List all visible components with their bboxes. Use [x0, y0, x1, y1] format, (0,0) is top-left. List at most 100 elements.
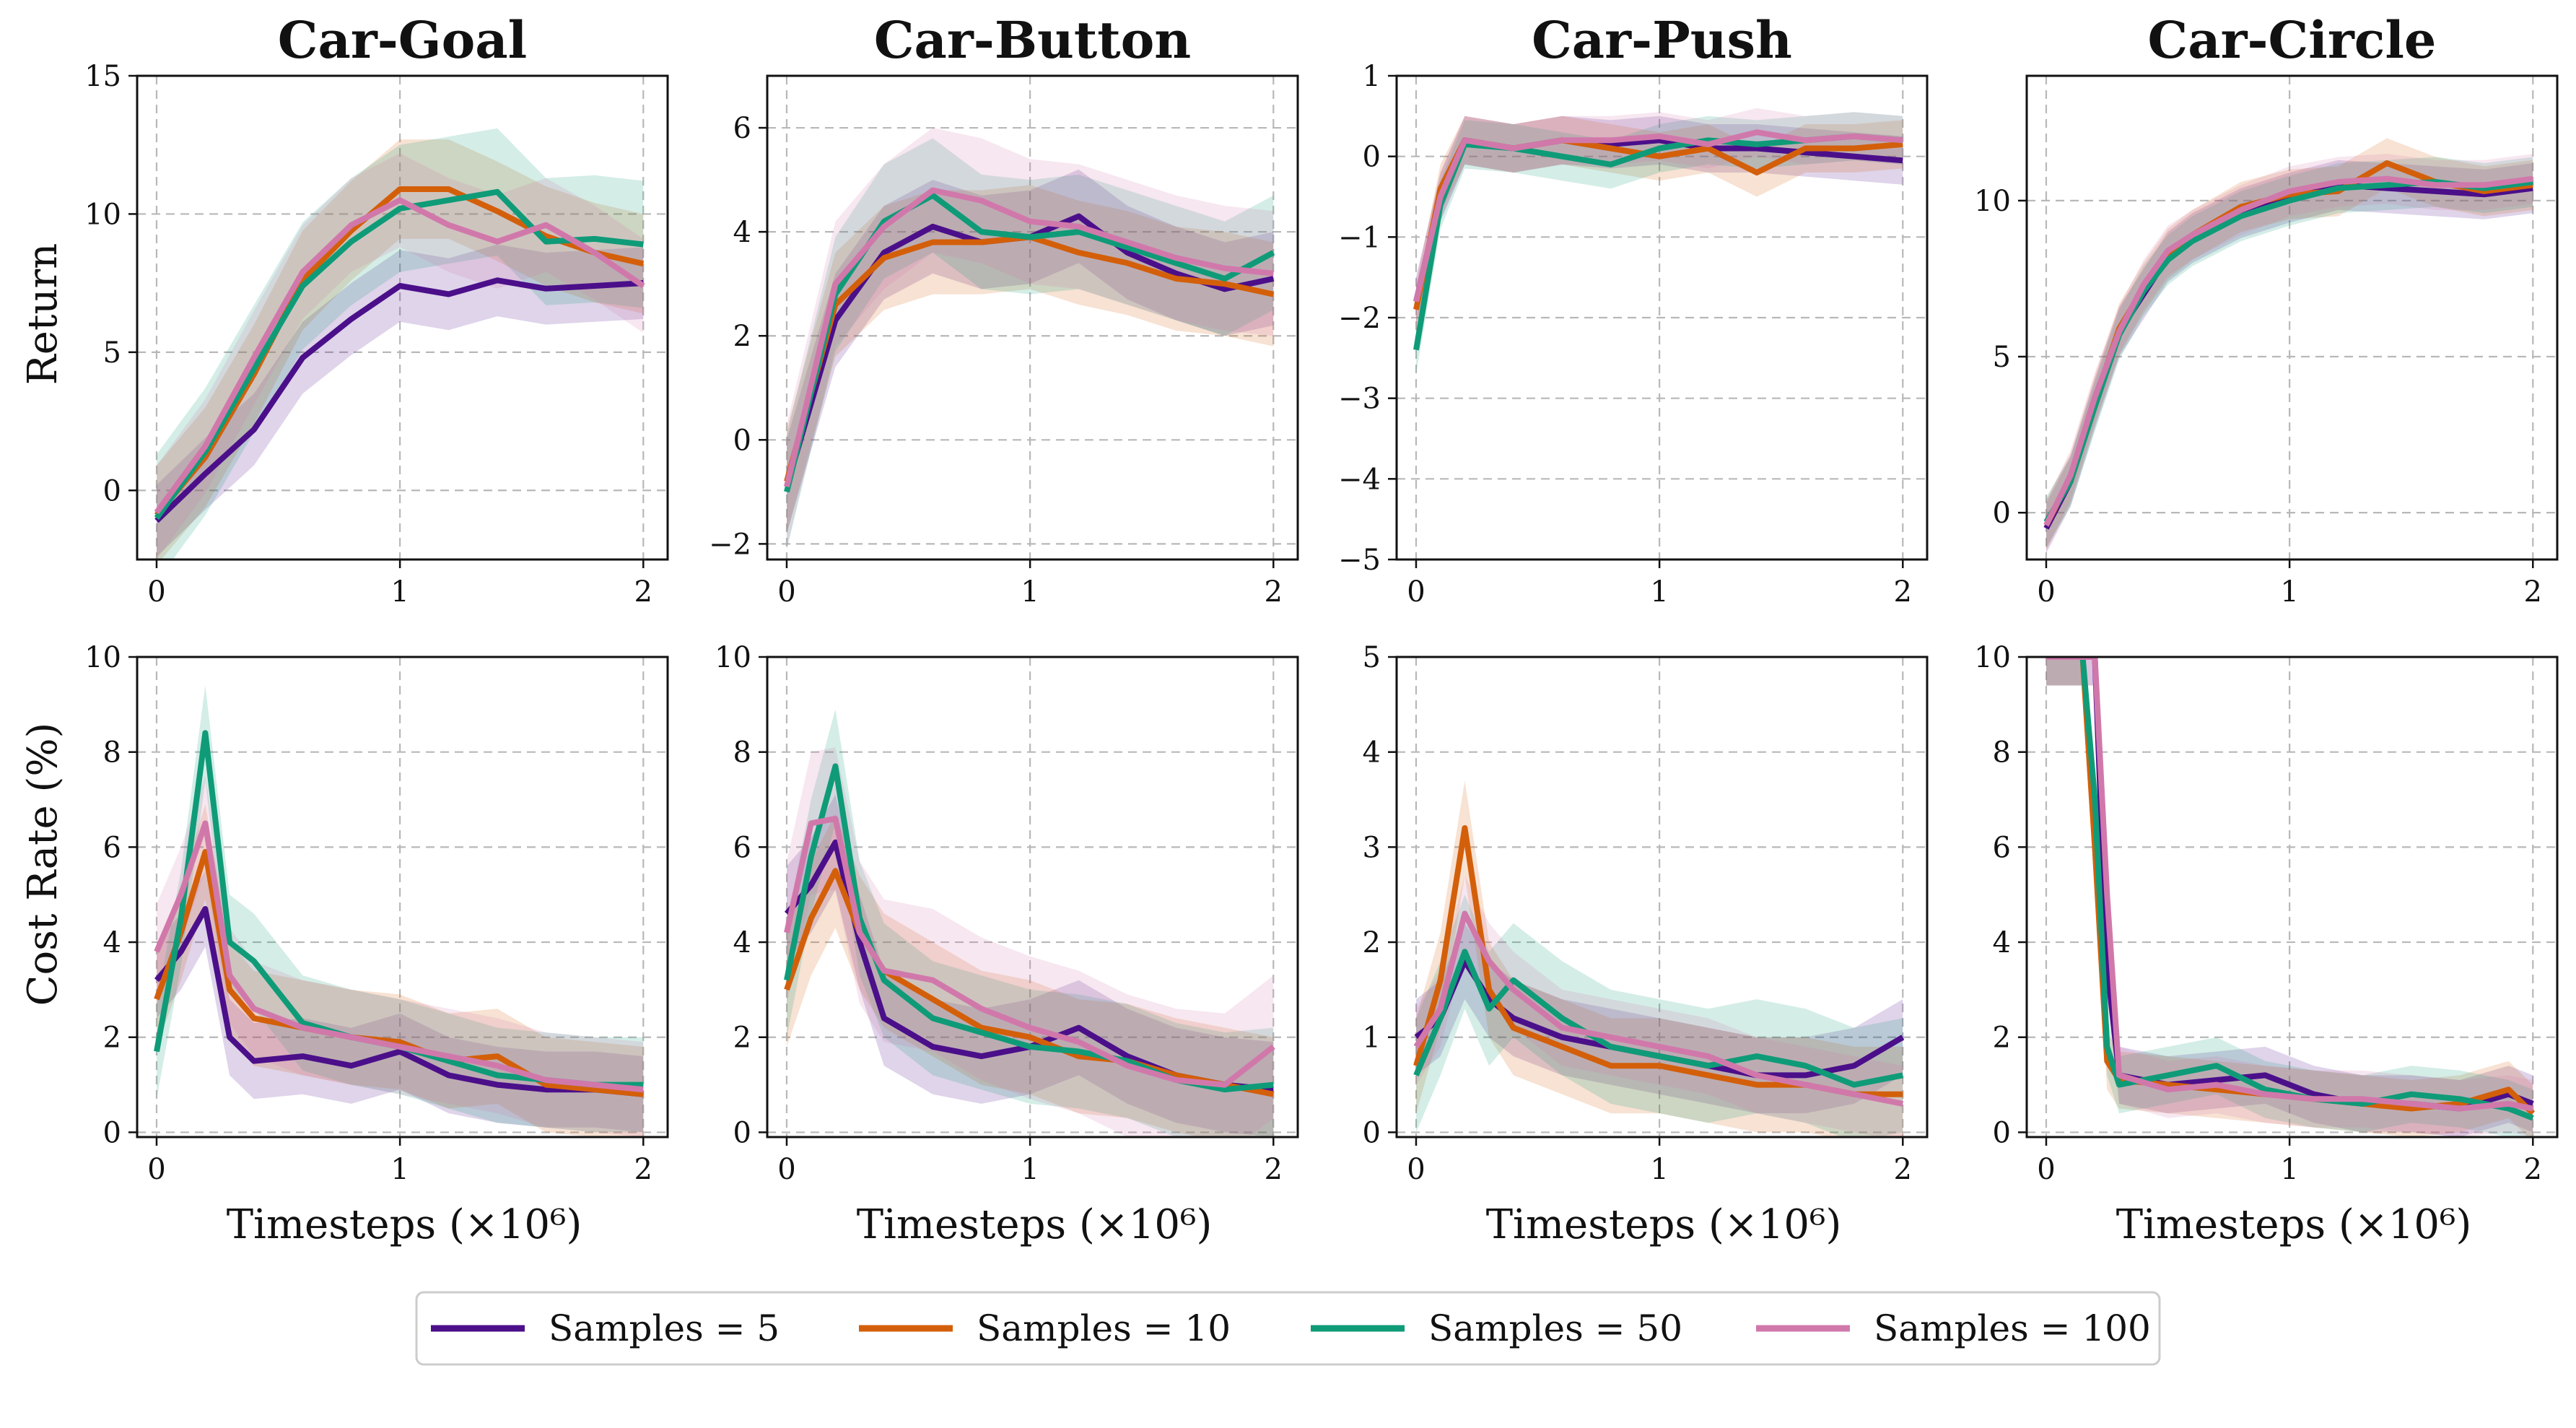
x-tick-label: 0: [1407, 1153, 1425, 1186]
series-line-samples-100: [154, 197, 645, 515]
band-samples-10: [1416, 116, 1903, 334]
y-tick-label: 15: [84, 60, 121, 93]
x-tick-label: 2: [2524, 575, 2542, 609]
y-tick-label: −2: [1338, 302, 1381, 335]
y-tick-label: 2: [733, 320, 751, 353]
plot-area: [154, 685, 644, 1137]
x-axis-label-3: Timesteps (×10⁶): [1486, 1201, 1842, 1248]
plot-frame: [2025, 656, 2559, 1139]
y-tick-label: 8: [733, 736, 751, 770]
band-samples-100: [787, 747, 1274, 1137]
y-tick-label: 10: [1974, 185, 2011, 218]
y-tick-label: 0: [1363, 141, 1381, 174]
series-line-samples-5: [154, 277, 644, 523]
series-line-samples-100: [2043, 175, 2533, 527]
band-samples-100: [1416, 875, 1903, 1137]
y-tick-label: 6: [733, 831, 751, 864]
x-axis-label-2: Timesteps (×10⁶): [857, 1201, 1213, 1248]
y-tick-label: 0: [1993, 497, 2011, 530]
plot-frame: [2025, 74, 2559, 561]
chart-panel-4: 0 1 2 0 5 10 Car-Circle: [1974, 10, 2559, 609]
panel-title-car-push: Car-Push: [1532, 10, 1792, 70]
chart-panel-8: 0 1 2 0 2 4 6 8 10: [1974, 641, 2559, 1186]
y-tick-label: 6: [103, 831, 121, 864]
series-line-samples-100: [1413, 129, 1903, 302]
y-tick-label: −1: [1338, 221, 1381, 254]
chart-panel-7: 0 1 2 0 1 2 3 4 5: [1363, 641, 1929, 1186]
y-tick-label: 0: [1993, 1116, 2011, 1149]
series-line-samples-100: [2046, 657, 2534, 1112]
plot-area: [2046, 657, 2536, 1137]
band-samples-5: [157, 871, 644, 1133]
plot-area: [784, 709, 1275, 1137]
legend-label-samples-50: Samples = 50: [1428, 1307, 1682, 1349]
x-tick-label: 1: [1021, 1153, 1039, 1186]
y-tick-label: 6: [1993, 831, 2011, 864]
chart-panel-1: 0 1 2 0 5 10 15 Car-Goal: [84, 10, 669, 609]
panel-title-car-button: Car-Button: [874, 10, 1191, 70]
x-tick-label: 2: [634, 1153, 652, 1186]
y-tick-label: 2: [1993, 1022, 2011, 1055]
y-tick-label: 4: [1363, 736, 1381, 770]
series-line-samples-5: [154, 906, 644, 1097]
y-tick-label: 0: [103, 1116, 121, 1149]
y-tick-label: 4: [1993, 926, 2011, 959]
y-tick-label: 4: [733, 216, 751, 249]
x-tick-label: 0: [777, 575, 795, 609]
legend-label-samples-100: Samples = 100: [1874, 1307, 2151, 1349]
band-samples-5: [2046, 657, 2533, 1137]
y-tick-label: −2: [709, 528, 751, 561]
band-samples-100: [157, 153, 644, 560]
x-tick-label: 0: [2037, 575, 2055, 609]
y-tick-label: 3: [1363, 831, 1381, 864]
x-tick-label: 1: [2280, 575, 2298, 609]
band-samples-100: [157, 775, 644, 1137]
plot-frame: [136, 74, 669, 561]
plot-area: [2043, 138, 2533, 554]
series-line-samples-10: [784, 868, 1275, 1097]
band-samples-5: [787, 794, 1274, 1137]
plot-frame: [136, 656, 669, 1139]
x-tick-label: 1: [2280, 1153, 2298, 1186]
band-samples-10: [157, 139, 644, 560]
y-tick-label: 10: [84, 198, 121, 231]
y-tick-label: 6: [733, 112, 751, 145]
band-samples-10: [157, 804, 644, 1137]
y-tick-label: 1: [1363, 60, 1381, 93]
series-line-samples-100: [154, 820, 644, 1093]
y-tick-label: −4: [1338, 463, 1381, 496]
y-tick-label: 8: [103, 736, 121, 770]
band-samples-5: [1416, 923, 1903, 1114]
panel-title-car-circle: Car-Circle: [2148, 10, 2437, 70]
x-tick-label: 1: [1650, 1153, 1668, 1186]
band-samples-100: [787, 128, 1274, 549]
x-tick-label: 1: [390, 575, 409, 609]
y-tick-label: −5: [1338, 544, 1381, 577]
chart-panel-3: 0 1 2 −5 −4 −3 −2 −1 0 1 Car-Push: [1338, 10, 1929, 609]
y-tick-label: 8: [1993, 736, 2011, 770]
y-tick-label: 10: [715, 641, 751, 674]
y-tick-label: 4: [733, 926, 751, 959]
x-tick-label: 2: [1265, 1153, 1283, 1186]
x-axis-label-4: Timesteps (×10⁶): [2116, 1201, 2472, 1248]
plot-area: [1413, 108, 1903, 375]
x-tick-label: 2: [1265, 575, 1283, 609]
band-samples-50: [2046, 657, 2533, 1137]
x-tick-label: 2: [2524, 1153, 2542, 1186]
y-tick-label: 2: [1363, 926, 1381, 959]
y-axis-label-cost-rate: Cost Rate (%): [19, 723, 66, 1006]
x-tick-label: 0: [147, 1153, 165, 1186]
legend-label-samples-10: Samples = 10: [977, 1307, 1231, 1349]
y-tick-label: 4: [103, 926, 121, 959]
band-samples-10: [1416, 780, 1903, 1137]
series-line-samples-100: [784, 187, 1274, 488]
y-tick-label: 2: [733, 1022, 751, 1055]
y-tick-label: 10: [1974, 641, 2011, 674]
panel-title-car-goal: Car-Goal: [278, 10, 527, 70]
band-samples-10: [787, 814, 1274, 1137]
y-tick-label: 0: [103, 474, 121, 508]
legend: Samples = 5 Samples = 10 Samples = 50 Sa…: [415, 1291, 2161, 1366]
y-tick-label: 10: [84, 641, 121, 674]
series-line-samples-50: [2046, 657, 2534, 1121]
